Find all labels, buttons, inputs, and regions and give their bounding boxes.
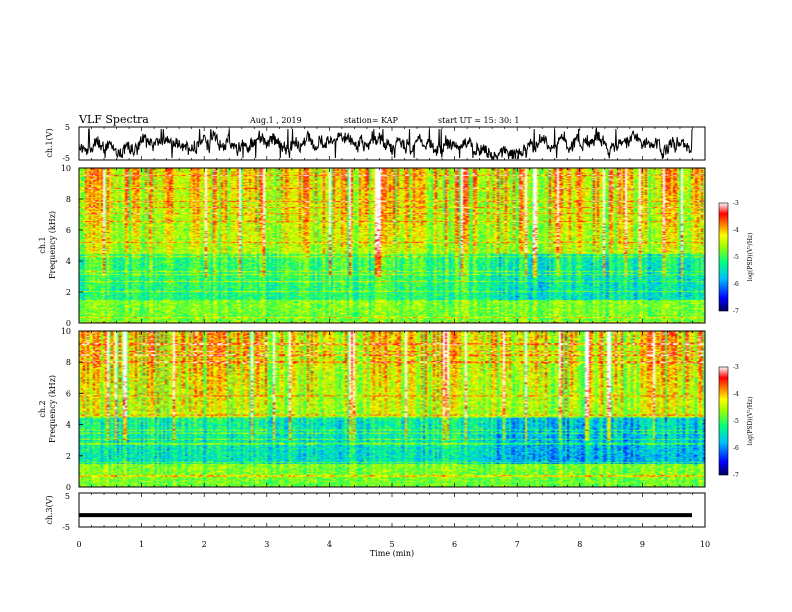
xtick-label-0: 0 bbox=[76, 540, 81, 549]
ch2-frequency-ylabel: Frequency (kHz) bbox=[48, 375, 57, 443]
ch2-colorbar-tick--6: -6 bbox=[733, 445, 739, 452]
ch1-freq-ytick-8: 8 bbox=[66, 195, 71, 204]
time-axis: 0 1 2 3 4 5 6 7 8 9 10 bbox=[76, 127, 710, 549]
xtick-label-6: 6 bbox=[452, 540, 457, 549]
ch3-ylabel: ch.3(V) bbox=[45, 495, 54, 524]
ch2-colorbar-tick--3: -3 bbox=[733, 364, 739, 371]
ch1-waveform-line bbox=[78, 127, 693, 161]
ch1-ytick-bottom: -5 bbox=[62, 154, 70, 163]
date-label: Aug.1 , 2019 bbox=[249, 116, 302, 125]
ch2-freq-ytick-4: 4 bbox=[66, 421, 71, 430]
ch2-colorbar-label: log(PSD)(V²/Hz) bbox=[747, 397, 754, 446]
ch1-colorbar-tick--4: -4 bbox=[733, 227, 739, 234]
ch2-channel-label: ch.2 bbox=[38, 400, 47, 417]
xtick-label-4: 4 bbox=[327, 540, 332, 549]
ch1-freq-ytick-10: 10 bbox=[61, 164, 71, 173]
xtick-label-5: 5 bbox=[389, 540, 394, 549]
ch2-spectrogram-image bbox=[79, 331, 705, 487]
ch2-freq-ytick-6: 6 bbox=[66, 389, 71, 398]
xtick-label-3: 3 bbox=[264, 540, 269, 549]
ch1-ylabel: ch.1(V) bbox=[45, 128, 54, 157]
ch2-freq-ytick-0: 0 bbox=[66, 483, 71, 492]
ch3-ytick-bottom: -5 bbox=[62, 523, 70, 532]
ch2-freq-ytick-10: 10 bbox=[61, 327, 71, 336]
ch1-colorbar: -3 -4 -5 -6 -7 log(PSD)(V²/Hz) bbox=[718, 200, 754, 315]
time-axis-label: Time (min) bbox=[370, 549, 414, 558]
ch1-waveform-panel: 5 -5 ch.1(V) bbox=[45, 123, 706, 163]
ch1-frequency-ylabel: Frequency (kHz) bbox=[48, 211, 57, 279]
ch2-frequency-ticks: 0 2 4 6 8 10 bbox=[61, 327, 83, 492]
ch2-colorbar: -3 -4 -5 -6 -7 log(PSD)(V²/Hz) bbox=[718, 364, 754, 479]
ch1-freq-ytick-6: 6 bbox=[66, 226, 71, 235]
ch2-colorbar-tick--7: -7 bbox=[733, 472, 739, 479]
xtick-label-2: 2 bbox=[202, 540, 207, 549]
ch1-colorbar-tick--5: -5 bbox=[733, 254, 739, 261]
station-label: station= KAP bbox=[344, 116, 399, 125]
xtick-label-8: 8 bbox=[577, 540, 582, 549]
ch2-freq-ytick-8: 8 bbox=[66, 358, 71, 367]
ch1-spectrogram-panel: 0 2 4 6 8 10 ch.1 Frequency (kHz) bbox=[38, 164, 706, 328]
ch1-spectrogram-image bbox=[79, 168, 705, 323]
ch2-colorbar-tick--4: -4 bbox=[733, 391, 739, 398]
ch1-colorbar-tick--6: -6 bbox=[733, 281, 739, 288]
xtick-label-9: 9 bbox=[640, 540, 645, 549]
ch2-freq-ytick-2: 2 bbox=[66, 452, 71, 461]
ch3-ytick-top: 5 bbox=[65, 492, 70, 501]
ch1-colorbar-tick--7: -7 bbox=[733, 308, 739, 315]
start-time-label: start UT = 15: 30: 1 bbox=[438, 116, 519, 125]
ch1-colorbar-label: log(PSD)(V²/Hz) bbox=[747, 233, 754, 282]
ch1-freq-ytick-2: 2 bbox=[66, 288, 71, 297]
xtick-label-7: 7 bbox=[515, 540, 520, 549]
ch2-spectrogram-panel: 0 2 4 6 8 10 ch.2 Frequency (kHz) bbox=[38, 327, 706, 492]
figure-title: VLF Spectra bbox=[78, 113, 149, 126]
ch1-frequency-ticks: 0 2 4 6 8 10 bbox=[61, 164, 83, 328]
ch2-colorbar-tick--5: -5 bbox=[733, 418, 739, 425]
ch1-channel-label: ch.1 bbox=[38, 236, 47, 253]
ch3-waveform-panel: 5 -5 ch.3(V) bbox=[45, 492, 706, 532]
xtick-label-10: 10 bbox=[700, 540, 710, 549]
ch1-colorbar-tick--3: -3 bbox=[733, 200, 739, 207]
ch1-freq-ytick-4: 4 bbox=[66, 257, 71, 266]
xtick-label-1: 1 bbox=[139, 540, 144, 549]
ch1-ytick-top: 5 bbox=[65, 123, 70, 132]
ch1-freq-ytick-0: 0 bbox=[66, 319, 71, 328]
